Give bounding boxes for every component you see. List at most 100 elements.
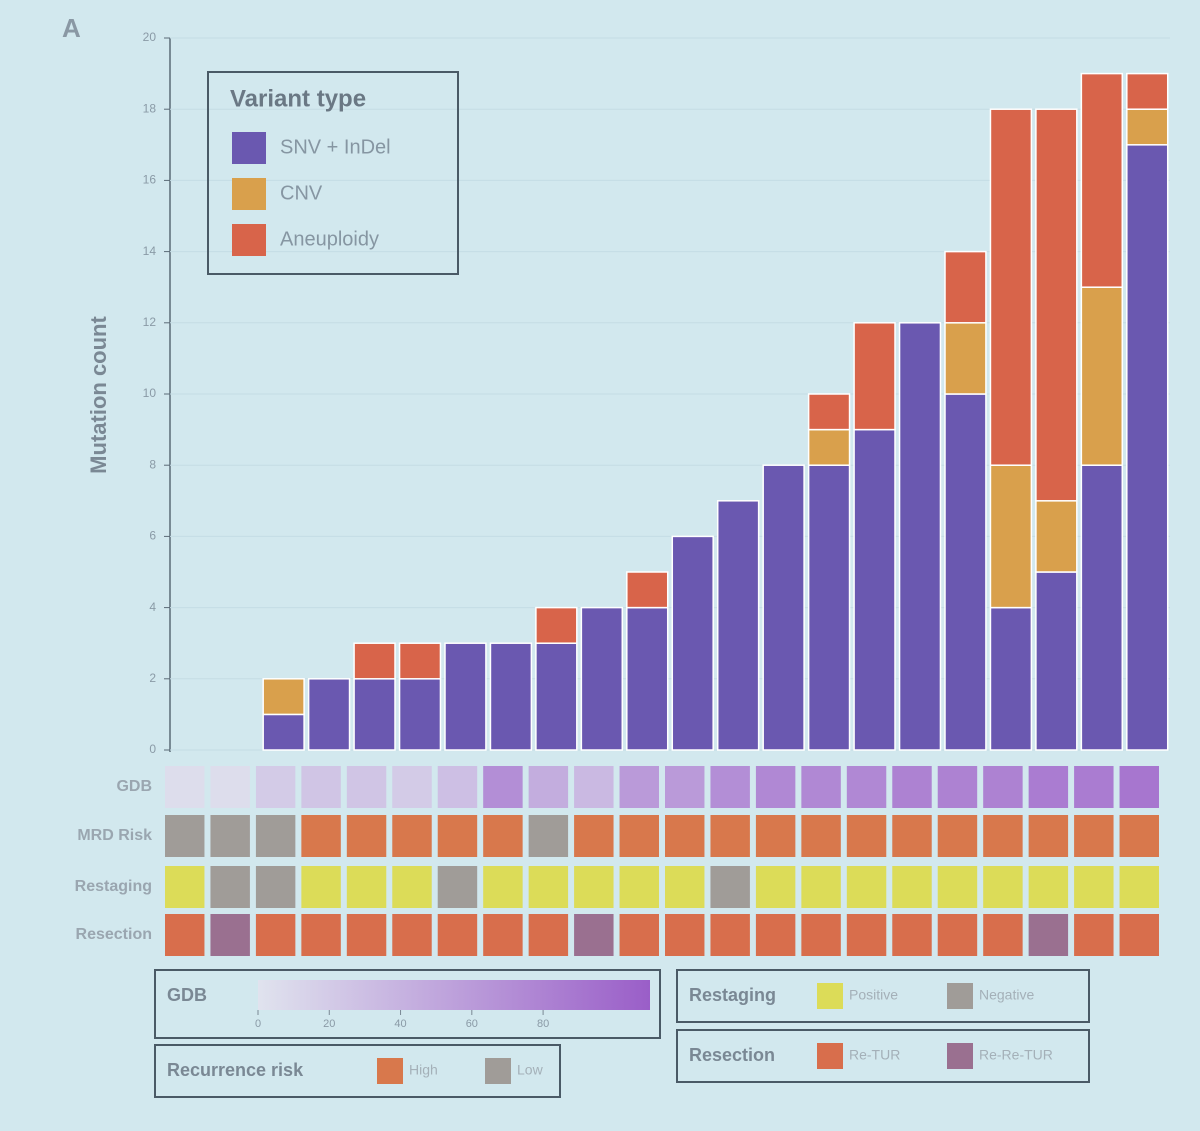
bar-segment bbox=[762, 464, 805, 751]
track-cell bbox=[983, 766, 1023, 808]
track-cell bbox=[301, 815, 341, 857]
legend-swatch bbox=[232, 178, 266, 210]
bar-segment bbox=[853, 322, 896, 431]
colorbar-tick-label: 20 bbox=[323, 1018, 335, 1030]
bar-segment bbox=[1080, 286, 1124, 466]
track-cell bbox=[1028, 866, 1069, 908]
bar-segment bbox=[807, 464, 851, 751]
track-cell bbox=[1074, 914, 1114, 956]
track-cell bbox=[801, 866, 841, 908]
y-axis-title: Mutation count bbox=[86, 316, 111, 474]
track-cell bbox=[1074, 866, 1114, 908]
bar-segment bbox=[262, 713, 305, 751]
track-cell bbox=[437, 914, 478, 956]
legend-label: High bbox=[409, 1062, 438, 1078]
y-tick-label: 16 bbox=[143, 173, 157, 187]
y-tick-label: 0 bbox=[149, 742, 156, 756]
track-cell bbox=[710, 766, 750, 808]
bar-segment bbox=[1035, 108, 1078, 502]
track-cell bbox=[937, 914, 978, 956]
track-cell bbox=[574, 914, 614, 956]
track-cell bbox=[165, 815, 205, 857]
track-cell bbox=[892, 866, 932, 908]
bar-segment bbox=[307, 678, 351, 751]
legend-label: Low bbox=[517, 1062, 544, 1078]
legend-swatch bbox=[232, 224, 266, 256]
y-tick-label: 8 bbox=[149, 457, 156, 471]
track-cell bbox=[1119, 766, 1159, 808]
legend-box bbox=[154, 1044, 561, 1098]
track-cell bbox=[846, 866, 887, 908]
bar-segment bbox=[944, 322, 987, 395]
bar-segment bbox=[444, 642, 487, 751]
bar-segment bbox=[989, 464, 1033, 609]
colorbar-tick-label: 0 bbox=[255, 1018, 261, 1030]
track-cell bbox=[755, 815, 796, 857]
track-cell bbox=[801, 766, 841, 808]
track-cell bbox=[846, 766, 887, 808]
track-cell bbox=[528, 766, 569, 808]
y-tick-label: 12 bbox=[143, 315, 157, 329]
bar-segment bbox=[580, 606, 624, 751]
track-cell bbox=[301, 914, 341, 956]
bar-segment bbox=[535, 606, 578, 644]
track-cell bbox=[1119, 815, 1159, 857]
track-cell bbox=[165, 866, 205, 908]
track-label: MRD Risk bbox=[77, 827, 152, 844]
legend-label: Re-Re-TUR bbox=[979, 1047, 1053, 1063]
legend-box bbox=[207, 71, 459, 275]
legend-swatch bbox=[485, 1058, 511, 1084]
legend-box bbox=[676, 969, 1090, 1023]
colorbar-tick-label: 40 bbox=[394, 1018, 406, 1030]
track-cell bbox=[437, 815, 478, 857]
y-tick-label: 4 bbox=[149, 600, 156, 614]
track-cell bbox=[983, 815, 1023, 857]
track-cell bbox=[937, 766, 978, 808]
y-tick-label: 6 bbox=[149, 529, 156, 543]
bar-segment bbox=[535, 642, 578, 751]
track-cell bbox=[755, 866, 796, 908]
bar-segment bbox=[671, 535, 714, 751]
bar-segment bbox=[807, 428, 851, 466]
legend-label: Negative bbox=[979, 987, 1034, 1003]
bar-segment bbox=[807, 393, 851, 431]
legend-swatch bbox=[817, 1043, 843, 1069]
panel-label: A bbox=[62, 13, 81, 43]
track-cell bbox=[665, 766, 705, 808]
track-cell bbox=[255, 766, 296, 808]
bar-segment bbox=[1126, 72, 1169, 110]
legend-title: Restaging bbox=[689, 985, 776, 1005]
colorbar-tick-label: 60 bbox=[466, 1018, 478, 1030]
track-cell bbox=[255, 815, 296, 857]
bar-segment bbox=[489, 642, 533, 751]
track-cell bbox=[755, 766, 796, 808]
track-cell bbox=[392, 766, 432, 808]
bar-segment bbox=[898, 322, 942, 751]
legend-swatch bbox=[947, 1043, 973, 1069]
track-cell bbox=[165, 914, 205, 956]
bar-segment bbox=[944, 393, 987, 751]
track-cell bbox=[619, 766, 659, 808]
track-cell bbox=[392, 815, 432, 857]
track-label: Resection bbox=[76, 926, 152, 943]
track-cell bbox=[892, 766, 932, 808]
bar-segment bbox=[353, 642, 396, 680]
track-cell bbox=[892, 815, 932, 857]
track-cell bbox=[437, 866, 478, 908]
bar-segment bbox=[262, 678, 305, 716]
track-cell bbox=[574, 815, 614, 857]
track-cell bbox=[483, 766, 523, 808]
track-cell bbox=[665, 866, 705, 908]
track-cell bbox=[619, 815, 659, 857]
track-cell bbox=[937, 815, 978, 857]
bar-segment bbox=[944, 250, 987, 324]
track-cell bbox=[846, 815, 887, 857]
track-cell bbox=[437, 766, 478, 808]
track-cell bbox=[210, 766, 250, 808]
track-cell bbox=[846, 914, 887, 956]
bar-segment bbox=[1080, 72, 1124, 288]
bar-segment bbox=[853, 428, 896, 751]
track-cell bbox=[801, 815, 841, 857]
track-cell bbox=[983, 866, 1023, 908]
